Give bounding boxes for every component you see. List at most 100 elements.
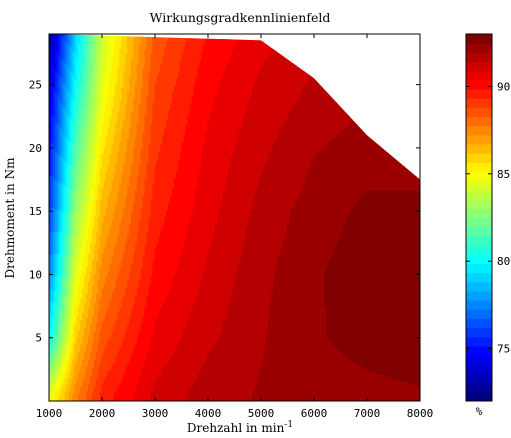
contour-cell (86, 241, 89, 246)
contour-cell (49, 161, 52, 165)
contour-cell (62, 298, 66, 302)
contour-cell (70, 393, 74, 397)
contour-cell (68, 60, 72, 64)
contour-cell (80, 334, 83, 338)
contour-cell (74, 112, 77, 116)
contour-cell (86, 180, 89, 184)
contour-cell (74, 107, 77, 111)
contour-cell (70, 300, 74, 304)
contour-cell (76, 51, 79, 55)
contour-cell (56, 298, 60, 302)
contour-cell (66, 92, 70, 96)
contour-cell (60, 190, 64, 194)
contour-cell (52, 251, 56, 255)
contour-cell (70, 273, 74, 277)
contour-cell (74, 312, 77, 316)
contour-cell (88, 134, 91, 138)
contour-cell (86, 339, 89, 343)
contour-cell (68, 134, 72, 138)
contour-cell (72, 53, 75, 57)
contour-cell (84, 286, 87, 290)
contour-cell (54, 283, 58, 287)
contour-cell (80, 356, 83, 361)
contour-cell (58, 139, 62, 143)
contour-cell (66, 222, 70, 226)
contour-cell (80, 210, 83, 214)
contour-cell (86, 119, 89, 123)
contour-cell (82, 332, 85, 336)
contour-cell (86, 112, 89, 116)
contour-cell (52, 371, 56, 375)
contour-cell (70, 122, 74, 126)
contour-cell (72, 325, 75, 329)
contour-cell (74, 298, 77, 302)
contour-cell (90, 65, 93, 69)
contour-cell (86, 207, 89, 211)
contour-cell (60, 244, 64, 248)
contour-cell (88, 344, 91, 348)
contour-cell (60, 124, 64, 128)
contour-cell (86, 82, 89, 86)
contour-cell (49, 227, 52, 231)
contour-cell (52, 229, 56, 233)
contour-cell (80, 139, 83, 143)
contour-cell (72, 286, 75, 290)
contour-cell (86, 68, 89, 72)
contour-cell (60, 166, 64, 170)
contour-cell (70, 117, 74, 121)
contour-cell (66, 234, 70, 238)
contour-cell (74, 244, 77, 248)
contour-cell (49, 266, 52, 270)
contour-cell (54, 202, 58, 206)
contour-cell (76, 219, 79, 223)
contour-cell (52, 48, 56, 52)
contour-cell (78, 144, 81, 148)
contour-cell (50, 222, 54, 226)
contour-cell (68, 70, 72, 74)
contour-cell (78, 259, 81, 263)
contour-cell (76, 393, 79, 397)
contour-cell (86, 38, 89, 42)
contour-cell (78, 90, 81, 94)
contour-cell (60, 141, 64, 145)
contour-cell (56, 134, 60, 138)
contour-cell (68, 281, 72, 285)
contour-cell (74, 295, 77, 299)
contour-cell (54, 303, 58, 307)
contour-cell (82, 129, 85, 133)
contour-cell (60, 131, 64, 135)
contour-cell (66, 109, 70, 113)
contour-cell (52, 122, 56, 126)
contour-cell (50, 210, 54, 214)
contour-cell (56, 197, 60, 201)
contour-cell (86, 193, 89, 197)
contour-cell (58, 256, 62, 260)
contour-cell (82, 51, 85, 55)
contour-cell (64, 171, 68, 175)
contour-cell (66, 347, 70, 351)
contour-cell (62, 281, 66, 285)
contour-cell (78, 344, 81, 348)
contour-cell (60, 126, 64, 131)
contour-cell (76, 197, 79, 201)
contour-cell (70, 352, 74, 356)
contour-cell (60, 334, 64, 338)
contour-cell (84, 185, 87, 189)
contour-cell (52, 215, 56, 219)
contour-cell (68, 87, 72, 91)
contour-cell (86, 141, 89, 145)
contour-cell (52, 347, 56, 351)
contour-cell (76, 342, 79, 346)
chart-title: Wirkungsgradkennlinienfeld (150, 10, 331, 25)
contour-cell (84, 239, 87, 243)
contour-cell (50, 283, 54, 287)
contour-cell (52, 207, 56, 211)
contour-cell (52, 366, 56, 370)
contour-cell (62, 276, 66, 280)
contour-cell (58, 286, 62, 290)
contour-cell (68, 180, 72, 184)
contour-cell (72, 246, 75, 250)
contour-cell (60, 342, 64, 346)
contour-cell (56, 396, 60, 400)
contour-cell (62, 124, 66, 128)
